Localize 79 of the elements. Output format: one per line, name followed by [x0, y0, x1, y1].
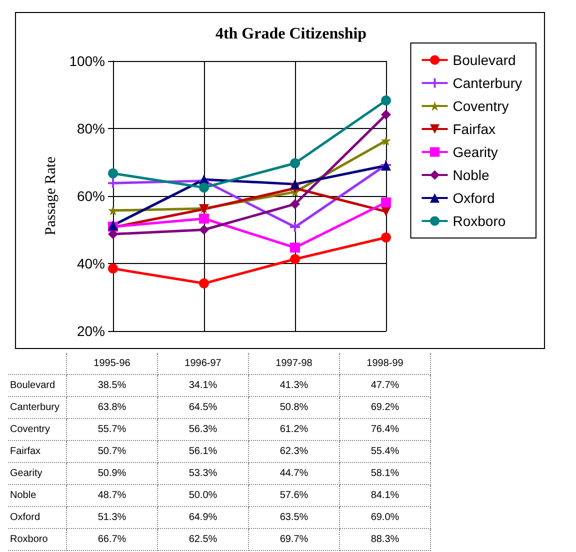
point — [381, 136, 391, 146]
data-label: 76.4% — [340, 418, 430, 440]
legend-label: Oxford — [452, 190, 495, 206]
data-label: 50.7% — [66, 440, 158, 462]
data-label: 50.0% — [158, 484, 248, 506]
y-tick-label: 80% — [76, 120, 105, 136]
y-tick-label: 20% — [76, 323, 105, 339]
data-label: 44.7% — [248, 462, 340, 484]
point — [290, 199, 300, 210]
legend-label: Roxboro — [452, 213, 506, 229]
y-axis-title: Passage Rate — [42, 156, 59, 236]
point — [199, 182, 209, 193]
data-label: 53.3% — [158, 462, 248, 484]
data-label: 34.1% — [158, 374, 248, 396]
data-label: 50.8% — [248, 396, 340, 418]
data-label: 63.5% — [248, 506, 340, 528]
text: Fairfax — [10, 446, 41, 457]
data-label: 63.8% — [66, 396, 158, 418]
y-tick-label: 100% — [69, 53, 105, 69]
data-label: 38.5% — [66, 374, 158, 396]
data-label: 62.3% — [248, 440, 340, 462]
x-tick-label: 1997-98 — [248, 353, 340, 374]
data-label: 69.0% — [340, 506, 430, 528]
point — [108, 206, 118, 216]
point — [290, 254, 300, 264]
data-label: 48.7% — [66, 484, 158, 506]
data-label: 56.3% — [158, 418, 248, 440]
data-label: 58.1% — [340, 462, 430, 484]
data-label: 47.7% — [340, 374, 430, 396]
point — [108, 178, 118, 188]
text: Roxboro — [10, 534, 48, 545]
chart-title: 4th Grade Citizenship — [215, 26, 367, 42]
point — [199, 224, 209, 235]
text: Gearity — [10, 468, 42, 479]
point — [108, 264, 118, 274]
x-tick-label: 1996-97 — [158, 353, 248, 374]
point — [290, 222, 300, 232]
point — [199, 278, 209, 288]
text: Boulevard — [10, 380, 56, 391]
data-label: 55.7% — [66, 418, 158, 440]
x-tick-label: 1998-99 — [340, 353, 430, 374]
point — [381, 110, 391, 120]
text: Coventry — [10, 424, 50, 435]
data-label: 69.7% — [248, 528, 340, 550]
y-tick-label: 60% — [76, 188, 105, 204]
legend-label: Gearity — [452, 144, 498, 160]
data-label: 64.9% — [158, 506, 248, 528]
point — [108, 229, 118, 240]
legend-label: Canterbury — [452, 75, 522, 91]
data-label: 51.3% — [66, 506, 158, 528]
legend-label: Noble — [452, 167, 490, 183]
data-label: 66.7% — [66, 528, 158, 550]
point — [381, 232, 391, 243]
point — [199, 214, 209, 224]
data-label: 56.1% — [158, 440, 248, 462]
data-label: 50.9% — [66, 462, 158, 484]
data-label: 69.2% — [340, 396, 430, 418]
point — [381, 95, 391, 106]
x-tick-label: 1995-96 — [66, 353, 158, 374]
point — [290, 179, 300, 190]
point — [290, 158, 300, 168]
data-label: 57.6% — [248, 484, 340, 506]
point — [381, 197, 391, 208]
point — [290, 242, 300, 253]
data-label: 61.2% — [248, 418, 340, 440]
data-label: 41.3% — [248, 374, 340, 396]
data-label: 88.3% — [340, 528, 430, 550]
y-tick-label: 40% — [76, 256, 105, 272]
text: Noble — [10, 490, 36, 501]
data-label: 64.5% — [158, 396, 248, 418]
legend-label: Coventry — [452, 98, 509, 114]
legend-label: Boulevard — [452, 52, 516, 68]
data-label: 55.4% — [340, 440, 430, 462]
data-label: 62.5% — [158, 528, 248, 550]
text: Canterbury — [10, 402, 60, 413]
point — [108, 168, 118, 178]
legend-label: Fairfax — [452, 121, 496, 137]
data-label: 84.1% — [340, 484, 430, 506]
text: Oxford — [10, 512, 40, 523]
